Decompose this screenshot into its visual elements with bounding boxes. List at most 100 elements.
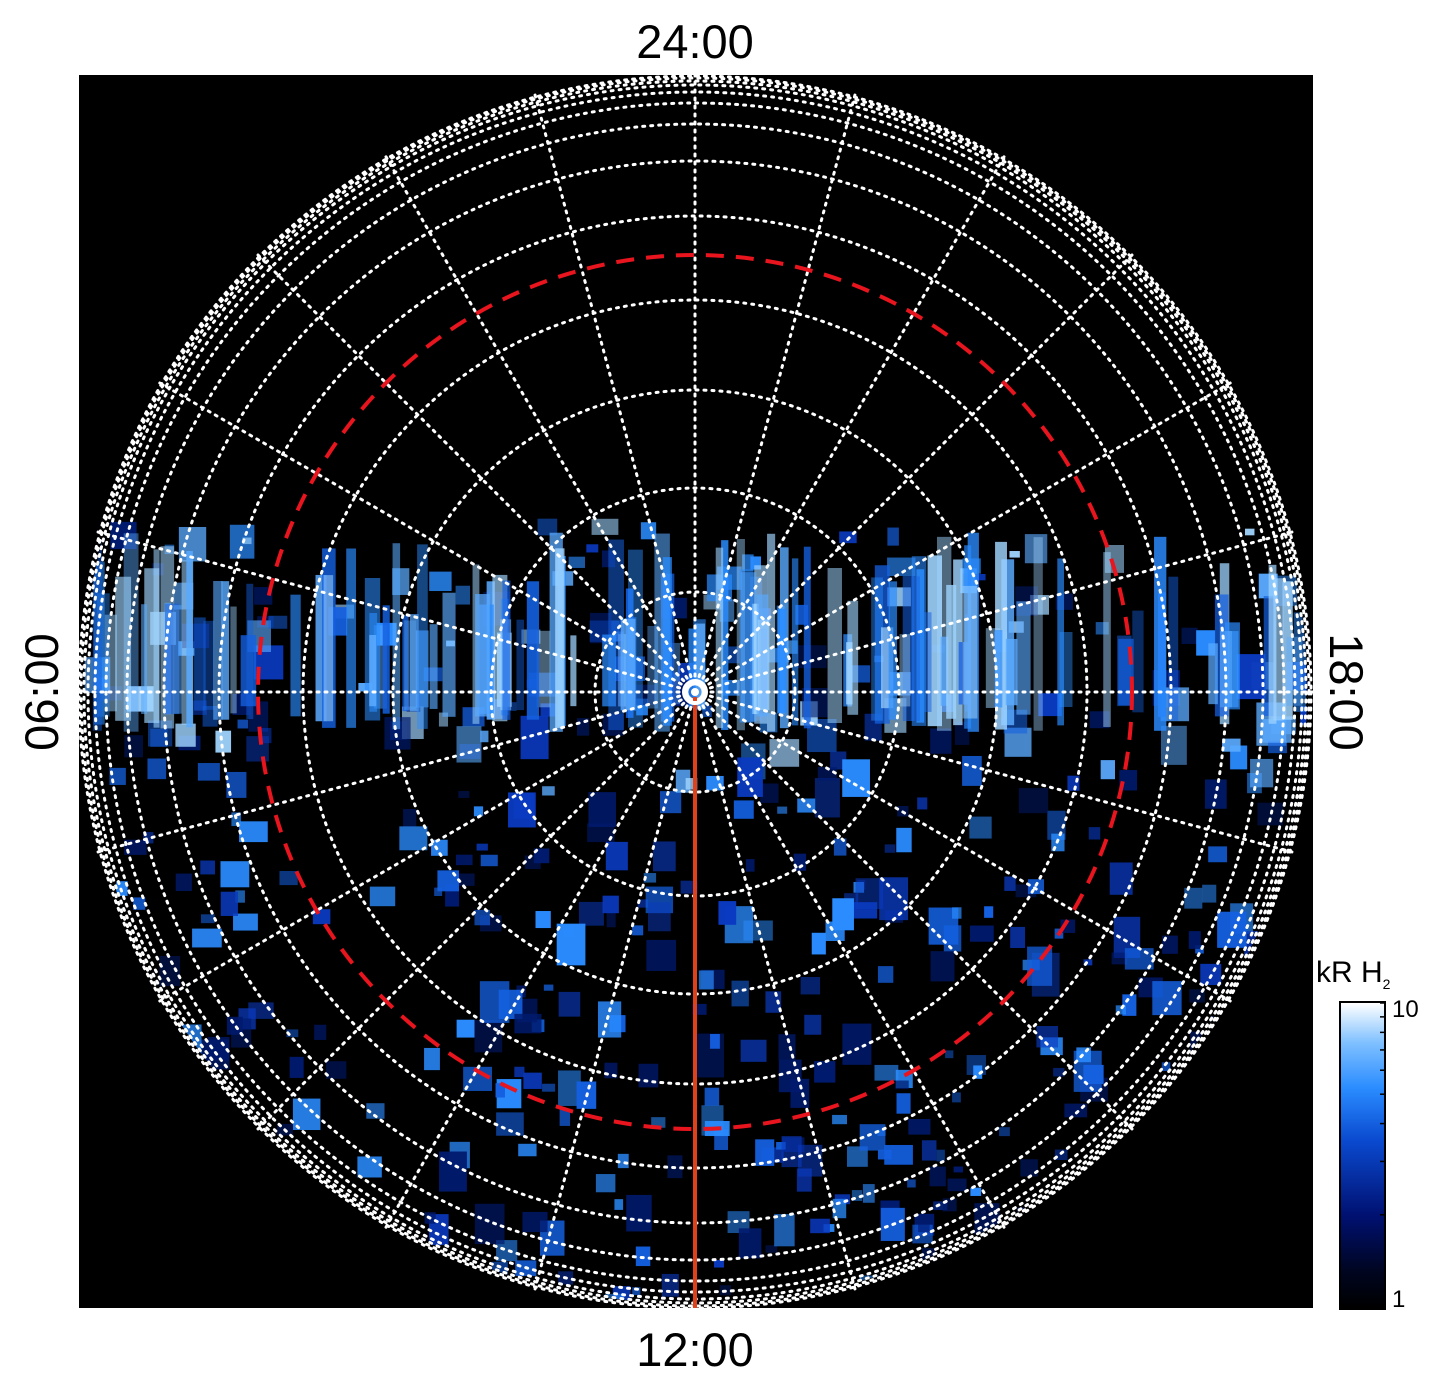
- emission-patch: [192, 928, 222, 948]
- emission-patch: [626, 1194, 652, 1232]
- emission-streak: [186, 551, 193, 728]
- emission-patch: [778, 1034, 796, 1060]
- emission-patch: [1250, 758, 1274, 788]
- emission-patch: [289, 1056, 304, 1078]
- emission-patch: [817, 767, 837, 781]
- emission-streak: [911, 556, 927, 726]
- emission-streak: [516, 619, 525, 711]
- emission-patch: [952, 1092, 961, 1103]
- emission-patch: [727, 1211, 750, 1234]
- emission-patch: [220, 861, 250, 888]
- emission-streak: [1033, 537, 1043, 731]
- emission-patch: [476, 843, 488, 851]
- emission-streak: [392, 543, 401, 730]
- emission-patch: [220, 891, 238, 916]
- emission-patch: [578, 901, 604, 926]
- emission-patch: [233, 913, 258, 931]
- emission-streak: [715, 547, 724, 729]
- emission-patch: [456, 873, 475, 886]
- emission-patch: [1257, 802, 1283, 826]
- emission-patch: [969, 816, 992, 839]
- emission-patch: [522, 1211, 548, 1233]
- emission-patch: [745, 859, 755, 872]
- emission-patch: [1036, 1025, 1059, 1048]
- emission-patch: [632, 925, 644, 936]
- emission-streak: [827, 568, 842, 723]
- emission-streak: [442, 592, 456, 717]
- emission-patch: [542, 786, 555, 796]
- emission-patch: [738, 1228, 762, 1259]
- emission-patch: [369, 886, 396, 907]
- emission-patch: [638, 1063, 659, 1088]
- emission-patch: [777, 806, 788, 814]
- emission-streak: [1154, 536, 1167, 731]
- meridian-line: [533, 690, 697, 1293]
- emission-patch: [535, 911, 551, 929]
- emission-streak: [115, 576, 132, 721]
- pole-marker: [682, 679, 708, 705]
- emission-patch: [930, 728, 952, 754]
- emission-patch: [431, 839, 448, 856]
- emission-streak: [953, 559, 963, 726]
- emission-patch: [235, 890, 245, 903]
- emission-streak: [910, 576, 920, 721]
- emission-streak: [946, 584, 957, 719]
- emission-patch: [930, 951, 955, 982]
- emission-patch: [740, 1039, 767, 1062]
- emission-patch: [1190, 1031, 1218, 1064]
- emission-patch: [143, 832, 154, 844]
- emission-patch: [456, 726, 482, 763]
- emission-patch: [907, 1179, 916, 1188]
- emission-streak: [475, 594, 490, 717]
- emission-patch: [480, 730, 489, 743]
- emission-patch: [962, 755, 982, 786]
- meridian-line: [693, 380, 1234, 694]
- emission-patch: [514, 1013, 542, 1034]
- emission-patch: [1300, 706, 1307, 725]
- emission-streak: [246, 583, 254, 720]
- emission-patch: [226, 771, 247, 798]
- emission-streak: [203, 620, 215, 710]
- meridian-line: [693, 252, 1135, 694]
- emission-patch: [556, 923, 586, 966]
- emission-patch: [1008, 621, 1024, 633]
- emission-patch: [1083, 1064, 1104, 1085]
- emission-streak: [1168, 576, 1179, 721]
- emission-patch: [760, 783, 779, 803]
- reference-circle: [256, 253, 1134, 1131]
- emission-patch: [438, 712, 449, 727]
- emission-patch: [606, 912, 616, 928]
- emission-patch: [846, 1146, 868, 1167]
- emission-patch: [637, 899, 649, 908]
- latitude-circle: [104, 101, 1286, 1283]
- meridian-line: [255, 252, 697, 694]
- emission-patch: [936, 1149, 945, 1162]
- emission-patch: [175, 873, 192, 892]
- emission-patch: [765, 991, 782, 1013]
- emission-patch: [537, 518, 558, 536]
- emission-streak: [940, 636, 949, 706]
- emission-patch: [884, 844, 896, 853]
- emission-streak: [1016, 601, 1031, 715]
- emission-streak: [688, 628, 697, 708]
- emission-patch: [147, 758, 167, 780]
- emission-streak: [93, 561, 105, 725]
- emission-patch: [797, 798, 816, 813]
- emission-streak: [346, 548, 357, 728]
- emission-patch: [652, 841, 676, 872]
- emission-patch: [455, 854, 473, 866]
- emission-streak: [962, 585, 978, 719]
- emission-patch: [643, 873, 657, 883]
- emission-streak: [230, 606, 237, 714]
- emission-patch: [1189, 989, 1205, 1003]
- emission-streak: [899, 634, 911, 707]
- emission-patch: [231, 812, 242, 827]
- emission-patch: [942, 1198, 957, 1212]
- emission-patch: [874, 1064, 899, 1081]
- emission-patch: [239, 821, 268, 843]
- emission-patch: [737, 757, 763, 797]
- polar-plot-area: [79, 75, 1313, 1308]
- emission-patch: [917, 797, 928, 810]
- emission-streak: [1273, 578, 1284, 721]
- emission-streak: [213, 581, 223, 720]
